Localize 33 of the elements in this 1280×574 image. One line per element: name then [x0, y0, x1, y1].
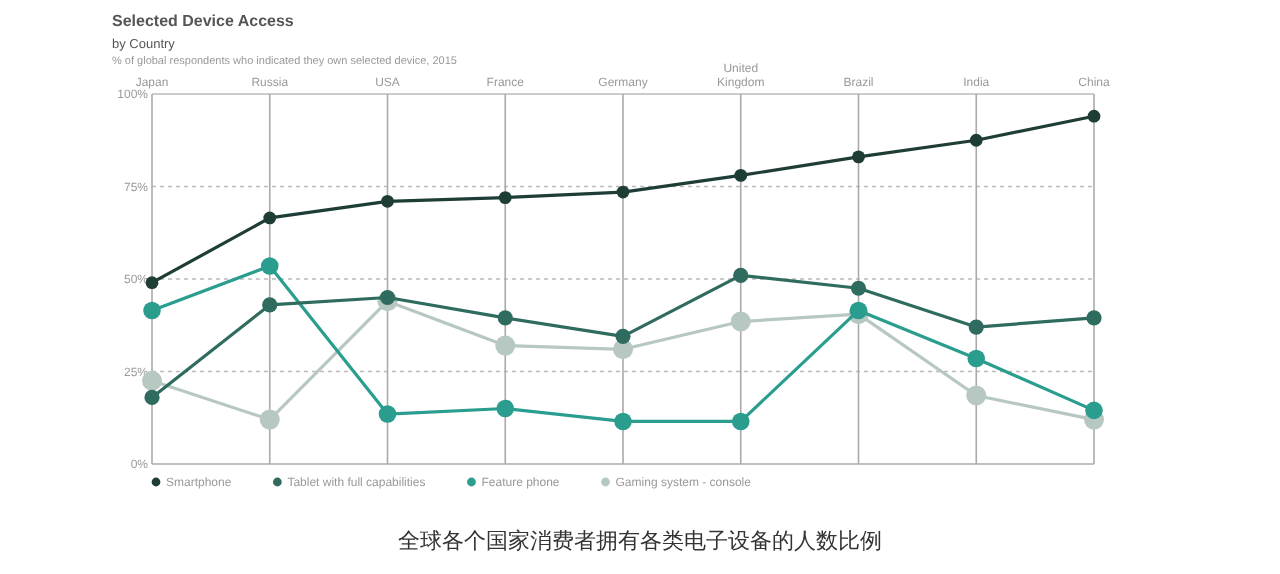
- point: [1086, 310, 1102, 326]
- point: [966, 385, 987, 406]
- point: [614, 412, 632, 431]
- point: [849, 301, 868, 320]
- point: [850, 280, 867, 296]
- point: [968, 319, 984, 335]
- point: [1087, 109, 1101, 123]
- point: [967, 349, 986, 368]
- point: [381, 194, 394, 208]
- point: [262, 297, 278, 313]
- point: [969, 133, 983, 147]
- point: [730, 311, 751, 332]
- point: [378, 405, 397, 423]
- chart-title: Selected Device Access: [112, 12, 295, 30]
- point: [145, 276, 159, 290]
- point: [852, 150, 865, 164]
- point: [144, 389, 160, 405]
- point: [498, 191, 512, 204]
- point: [615, 328, 631, 344]
- text: 全球各个国家消费者拥有各类电子设备的人数比例: [398, 528, 882, 554]
- point: [1085, 401, 1103, 420]
- point: [495, 335, 516, 356]
- point: [731, 412, 750, 431]
- point: [496, 399, 515, 418]
- point: [143, 301, 161, 320]
- point: [497, 310, 513, 326]
- point: [263, 211, 277, 225]
- point: [733, 267, 749, 283]
- point: [260, 257, 279, 275]
- point: [616, 185, 630, 199]
- point: [734, 169, 748, 182]
- point: [259, 409, 280, 430]
- point: [379, 289, 396, 306]
